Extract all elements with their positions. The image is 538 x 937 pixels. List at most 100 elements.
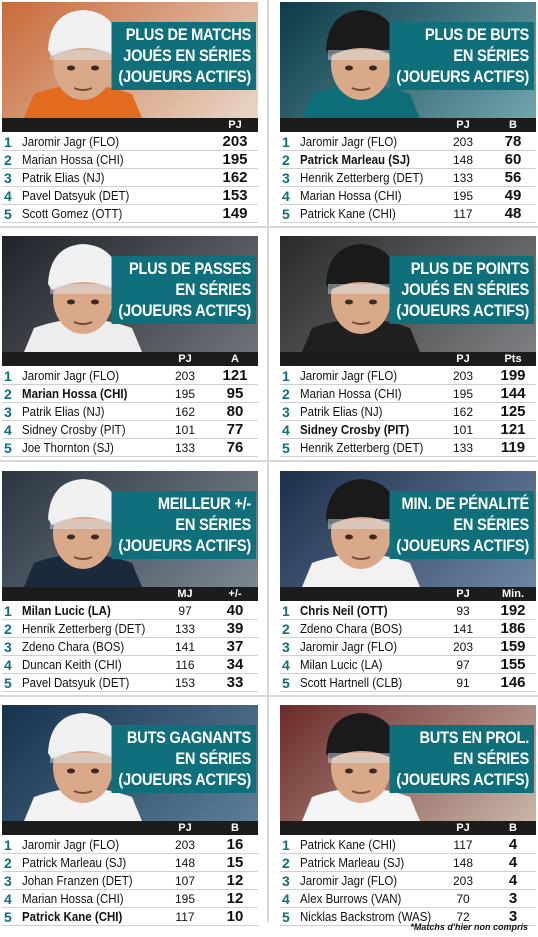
- player-name: Patrik Elias (NJ): [22, 405, 105, 419]
- player-name: Marian Hossa (CHI): [300, 189, 402, 203]
- rank-number: 2: [4, 152, 12, 168]
- rank-number: 5: [4, 206, 12, 222]
- games-played: 203: [452, 874, 474, 888]
- panel-title: MEILLEUR +/- EN SÉRIES (JOUEURS ACTIFS): [111, 491, 256, 559]
- rank-number: 1: [4, 603, 12, 619]
- rank-number: 5: [4, 675, 12, 691]
- rank-number: 3: [4, 404, 12, 420]
- rank-number: 2: [4, 621, 12, 637]
- stat-panel: MEILLEUR +/- EN SÉRIES (JOUEURS ACTIFS) M…: [2, 471, 258, 693]
- table-row: 4 Alex Burrows (VAN) 70 3: [280, 890, 536, 908]
- player-name: Patrik Elias (NJ): [300, 405, 383, 419]
- player-name: Patrick Kane (CHI): [300, 207, 396, 221]
- table-row: 3 Patrik Elias (NJ) 162 125: [280, 403, 536, 421]
- stat-value: 199: [500, 367, 526, 384]
- rank-number: 4: [4, 422, 12, 438]
- games-played: 93: [456, 604, 470, 618]
- player-silhouette-icon: [24, 10, 142, 118]
- stat-panel: MIN. DE PÉNALITÉ EN SÉRIES (JOUEURS ACTI…: [280, 471, 536, 693]
- games-played: 117: [175, 910, 195, 924]
- player-name: Marian Hossa (CHI): [300, 387, 402, 401]
- stat-value: 119: [500, 439, 526, 456]
- games-played: 133: [174, 441, 196, 455]
- player-photo: MEILLEUR +/- EN SÉRIES (JOUEURS ACTIFS): [2, 471, 258, 587]
- player-silhouette-icon: [24, 713, 142, 821]
- stat-value: 12: [226, 890, 244, 907]
- table-row: 5 Nicklas Backstrom (WAS) 72 3: [280, 908, 536, 926]
- stat-value: 95: [226, 385, 244, 402]
- rank-number: 4: [4, 188, 12, 204]
- table-row: 2 Patrick Marleau (SJ) 148 15: [2, 854, 258, 872]
- player-name: Patrick Marleau (SJ): [22, 856, 127, 870]
- player-name: Marian Hossa (CHI): [22, 892, 124, 906]
- table-header: PJ A: [2, 352, 258, 366]
- table-row: 2 Marian Hossa (CHI) 195 144: [280, 385, 536, 403]
- rank-number: 3: [282, 873, 290, 889]
- stat-panel: BUTS GAGNANTS EN SÉRIES (JOUEURS ACTIFS)…: [2, 705, 258, 927]
- games-played: 203: [452, 135, 474, 149]
- games-played: 101: [174, 423, 196, 437]
- games-played: 133: [452, 441, 474, 455]
- table-row: 3 Patrik Elias (NJ) 162 80: [2, 403, 258, 421]
- player-name: Nicklas Backstrom (WAS): [300, 910, 432, 924]
- rank-number: 4: [4, 657, 12, 673]
- player-name: Jaromir Jagr (FLO): [300, 135, 398, 149]
- rank-number: 1: [4, 134, 12, 150]
- table-row: 1 Jaromir Jagr (FLO) 203 78: [280, 133, 536, 151]
- player-silhouette-icon: [302, 244, 420, 352]
- games-played: 162: [174, 405, 196, 419]
- rank-number: 3: [4, 873, 12, 889]
- panel-title: PLUS DE BUTS EN SÉRIES (JOUEURS ACTIFS): [389, 22, 534, 90]
- games-played: 116: [175, 658, 195, 672]
- table-row: 4 Sidney Crosby (PIT) 101 121: [280, 421, 536, 439]
- rank-number: 1: [4, 368, 12, 384]
- value-column-header: B: [509, 119, 517, 131]
- stat-value: 153: [222, 187, 248, 204]
- player-photo: PLUS DE POINTS JOUÉS EN SÉRIES (JOUEURS …: [280, 236, 536, 352]
- player-name: Chris Neil (OTT): [300, 604, 388, 618]
- table-row: 1 Jaromir Jagr (FLO) 203 121: [2, 367, 258, 385]
- table-header: PJ B: [280, 118, 536, 132]
- stat-value: 146: [500, 674, 526, 691]
- table-header: PJ Min.: [280, 587, 536, 601]
- value-column-header: PJ: [228, 119, 242, 131]
- stat-value: 15: [226, 854, 244, 871]
- games-played: 195: [174, 892, 196, 906]
- player-photo: MIN. DE PÉNALITÉ EN SÉRIES (JOUEURS ACTI…: [280, 471, 536, 587]
- stat-value: 56: [504, 169, 522, 186]
- stat-value: 76: [226, 439, 244, 456]
- player-name: Alex Burrows (VAN): [300, 892, 402, 906]
- games-played: 195: [174, 387, 196, 401]
- value-column-header: +/-: [228, 588, 242, 600]
- player-name: Jaromir Jagr (FLO): [300, 640, 398, 654]
- player-photo: PLUS DE MATCHS JOUÉS EN SÉRIES (JOUEURS …: [2, 2, 258, 118]
- panel-title: PLUS DE MATCHS JOUÉS EN SÉRIES (JOUEURS …: [111, 22, 256, 90]
- player-name: Sidney Crosby (PIT): [300, 423, 410, 437]
- footnote: *Matchs d'hier non compris: [410, 922, 528, 932]
- table-row: 1 Jaromir Jagr (FLO) 203 199: [280, 367, 536, 385]
- table-row: 1 Jaromir Jagr (FLO) 203 16: [2, 836, 258, 854]
- rank-number: 3: [282, 170, 290, 186]
- rank-number: 2: [4, 855, 12, 871]
- value-column-header: B: [509, 822, 517, 834]
- table-row: 5 Henrik Zetterberg (DET) 133 119: [280, 439, 536, 457]
- stat-value: 121: [222, 367, 248, 384]
- value-column-header: Pts: [504, 353, 522, 365]
- rank-number: 5: [4, 440, 12, 456]
- stat-value: 10: [226, 908, 244, 925]
- table-header: PJ B: [280, 821, 536, 835]
- stat-value: 34: [226, 656, 244, 673]
- games-played: 148: [174, 856, 196, 870]
- table-row: 5 Pavel Datsyuk (DET) 153 33: [2, 674, 258, 692]
- player-name: Jaromir Jagr (FLO): [22, 838, 120, 852]
- player-name: Zdeno Chara (BOS): [300, 622, 403, 636]
- games-played: 72: [456, 910, 470, 924]
- stat-value: 195: [222, 151, 248, 168]
- table-row: 1 Chris Neil (OTT) 93 192: [280, 602, 536, 620]
- player-name: Patrick Marleau (SJ): [300, 856, 405, 870]
- rank-number: 4: [282, 422, 290, 438]
- stat-value: 37: [226, 638, 244, 655]
- stat-value: 3: [508, 908, 518, 925]
- stat-value: 162: [222, 169, 248, 186]
- table-row: 2 Patrick Marleau (SJ) 148 60: [280, 151, 536, 169]
